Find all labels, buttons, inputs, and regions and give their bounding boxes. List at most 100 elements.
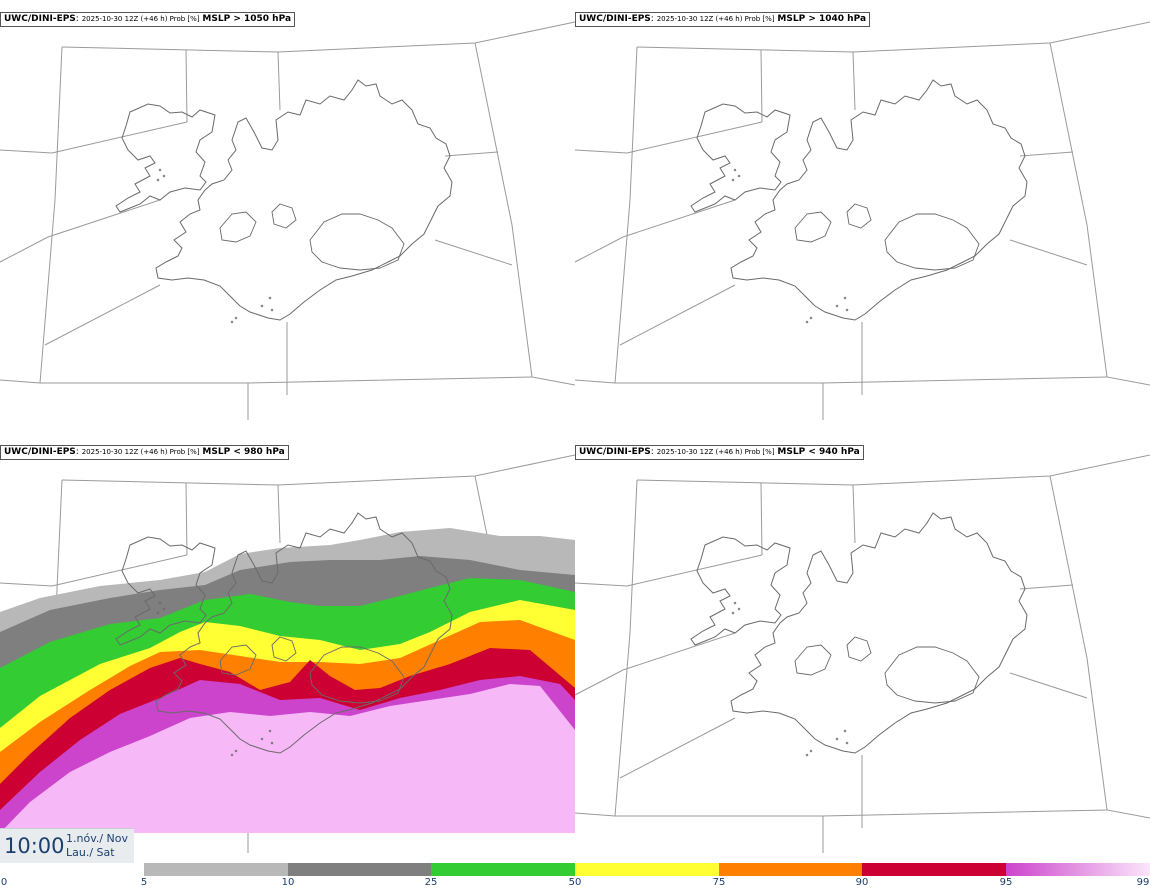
colorbar-tick-label: 90 [855, 877, 869, 888]
grid-line [626, 121, 763, 154]
island-marker [268, 296, 272, 300]
glacier-outline [271, 203, 297, 229]
grid-line [185, 49, 188, 123]
grid-line [1019, 584, 1074, 590]
map-canvas [575, 21, 1150, 420]
grid-line [61, 21, 575, 53]
colorbar-segment [719, 863, 862, 876]
colorbar-tick-label: 75 [712, 877, 726, 888]
island-marker [809, 749, 813, 753]
grid-line [1049, 42, 1150, 386]
grid-line [760, 49, 763, 123]
grid-line [614, 479, 638, 817]
valid-day-label: Lau./ Sat [66, 846, 115, 859]
glacier-outline [884, 213, 980, 271]
grid-line [1049, 475, 1150, 819]
model-name: UWC/DINI-EPS [4, 14, 76, 24]
grid-line [575, 149, 628, 154]
glacier-outline [846, 203, 872, 229]
iceland-coastline [690, 79, 1028, 324]
colorbar-tick-label: 10 [281, 877, 295, 888]
run-info: 2025-10-30 12Z (+46 h) Prob [%] [81, 15, 200, 23]
run-info: 2025-10-30 12Z (+46 h) Prob [%] [81, 448, 200, 456]
island-marker [731, 178, 735, 182]
grid-line [636, 454, 1150, 486]
island-marker [737, 607, 741, 611]
colorbar-segment [862, 863, 1006, 876]
map-panel-mslp-lt-940: UWC/DINI-EPS: 2025-10-30 12Z (+46 h) Pro… [575, 433, 1150, 866]
panel-title: UWC/DINI-EPS: 2025-10-30 12Z (+46 h) Pro… [575, 12, 871, 27]
iceland-coastline [115, 512, 453, 757]
island-marker [835, 304, 839, 308]
grid-line [434, 239, 513, 266]
glacier-outline [219, 211, 257, 243]
island-marker [158, 601, 162, 605]
colorbar-tick-label: 99 [1136, 877, 1150, 888]
grid-line [185, 482, 188, 556]
colorbar-segment [0, 863, 144, 876]
island-marker [230, 320, 234, 324]
island-marker [234, 316, 238, 320]
grid-line [39, 46, 63, 384]
grid-line [614, 46, 638, 384]
map-panel-mslp-gt-1040: UWC/DINI-EPS: 2025-10-30 12Z (+46 h) Pro… [575, 0, 1150, 433]
island-marker [260, 737, 264, 741]
island-marker [737, 174, 741, 178]
grid-line [575, 582, 628, 587]
graticule [575, 21, 1150, 420]
island-marker [230, 753, 234, 757]
island-marker [845, 741, 849, 745]
glacier-outline [794, 211, 832, 243]
island-marker [845, 308, 849, 312]
island-marker [805, 753, 809, 757]
panel-title: UWC/DINI-EPS: 2025-10-30 12Z (+46 h) Pro… [0, 445, 289, 460]
model-name: UWC/DINI-EPS [579, 14, 651, 24]
island-marker [162, 174, 166, 178]
island-marker [156, 611, 160, 615]
island-marker [158, 168, 162, 172]
grid-line [636, 21, 1150, 53]
threshold-label: MSLP > 1050 hPa [202, 14, 292, 24]
island-marker [162, 607, 166, 611]
map-canvas [575, 454, 1150, 853]
colorbar-tick-label: 95 [999, 877, 1013, 888]
island-marker [843, 729, 847, 733]
probability-band [0, 684, 575, 833]
valid-time: 10:00 [4, 834, 65, 858]
coast-outline [115, 79, 453, 321]
grid-line [619, 284, 736, 346]
colorbar-tick-label: 5 [140, 877, 148, 888]
island-marker [731, 611, 735, 615]
grid-line [575, 379, 616, 384]
glacier-outline [271, 636, 297, 662]
grid-line [852, 484, 856, 544]
map-canvas [0, 21, 575, 420]
grid-line [51, 121, 188, 154]
grid-line [444, 151, 499, 157]
grid-line [0, 582, 53, 587]
grid-line [44, 284, 161, 346]
coast-outline [115, 512, 453, 754]
glacier-outline [309, 646, 405, 704]
glacier-outline [884, 646, 980, 704]
grid-line [40, 376, 533, 384]
coast-outline [690, 79, 1028, 321]
island-marker [270, 308, 274, 312]
island-marker [835, 737, 839, 741]
colorbar-segment [1006, 863, 1150, 876]
run-info: 2025-10-30 12Z (+46 h) Prob [%] [656, 15, 775, 23]
island-marker [234, 749, 238, 753]
glacier-outline [219, 644, 257, 676]
run-info: 2025-10-30 12Z (+46 h) Prob [%] [656, 448, 775, 456]
map-panel-mslp-gt-1050: UWC/DINI-EPS: 2025-10-30 12Z (+46 h) Pro… [0, 0, 575, 433]
model-name: UWC/DINI-EPS [579, 447, 651, 457]
panel-title: UWC/DINI-EPS: 2025-10-30 12Z (+46 h) Pro… [575, 445, 864, 460]
grid-line [760, 482, 763, 556]
valid-date: 1.nóv./ Nov Lau./ Sat [66, 832, 128, 860]
island-marker [260, 304, 264, 308]
colorbar-tick-label: 0 [0, 877, 8, 888]
colorbar-segment [575, 863, 719, 876]
grid-line [61, 454, 575, 486]
graticule [575, 454, 1150, 853]
threshold-label: MSLP < 940 hPa [777, 447, 860, 457]
